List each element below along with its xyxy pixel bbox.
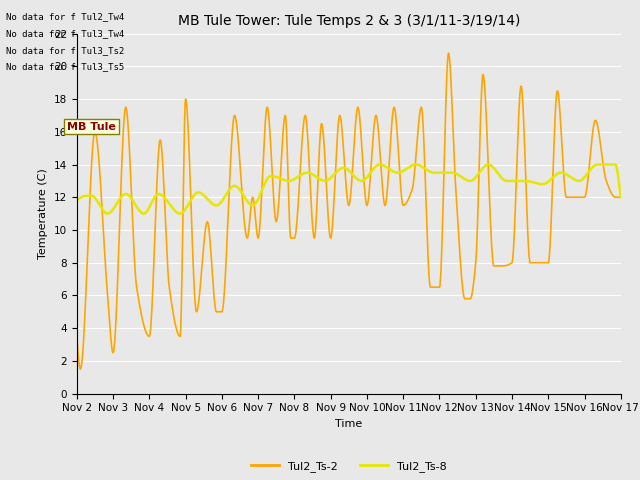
- Tul2_Ts-2: [77, 366, 84, 372]
- Legend: Tul2_Ts-2, Tul2_Ts-8: Tul2_Ts-2, Tul2_Ts-8: [247, 457, 451, 477]
- Tul2_Ts-8: [177, 211, 184, 216]
- Tul2_Ts-8: [602, 162, 609, 168]
- Tul2_Ts-2: [73, 334, 81, 339]
- Tul2_Ts-2: [445, 50, 452, 56]
- Title: MB Tule Tower: Tule Temps 2 & 3 (3/1/11-3/19/14): MB Tule Tower: Tule Temps 2 & 3 (3/1/11-…: [178, 14, 520, 28]
- Y-axis label: Temperature (C): Temperature (C): [38, 168, 48, 259]
- Tul2_Ts-8: [602, 162, 609, 168]
- Tul2_Ts-8: [323, 178, 331, 183]
- Text: No data for f Tul3_Ts5: No data for f Tul3_Ts5: [6, 62, 125, 72]
- Tul2_Ts-8: [502, 178, 509, 183]
- Tul2_Ts-2: [602, 174, 609, 180]
- Line: Tul2_Ts-2: Tul2_Ts-2: [77, 53, 621, 369]
- Tul2_Ts-2: [338, 122, 346, 128]
- Tul2_Ts-2: [502, 263, 509, 268]
- Tul2_Ts-2: [323, 197, 331, 203]
- Tul2_Ts-2: [617, 194, 625, 200]
- Tul2_Ts-8: [617, 194, 625, 200]
- Tul2_Ts-8: [593, 162, 601, 168]
- Text: No data for f Tul2_Tw4: No data for f Tul2_Tw4: [6, 12, 125, 21]
- Line: Tul2_Ts-8: Tul2_Ts-8: [77, 165, 621, 214]
- Tul2_Ts-8: [338, 165, 346, 171]
- Tul2_Ts-2: [101, 253, 109, 259]
- Text: No data for f Tul3_Tw4: No data for f Tul3_Tw4: [6, 29, 125, 38]
- Tul2_Ts-2: [602, 176, 609, 181]
- Text: MB Tule: MB Tule: [67, 121, 116, 132]
- X-axis label: Time: Time: [335, 419, 362, 429]
- Text: No data for f Tul3_Ts2: No data for f Tul3_Ts2: [6, 46, 125, 55]
- Tul2_Ts-8: [100, 209, 108, 215]
- Tul2_Ts-8: [73, 198, 81, 204]
